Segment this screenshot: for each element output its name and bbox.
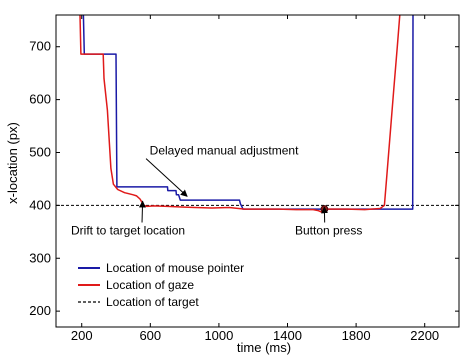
annotations-layer: Delayed manual adjustment Drift to target… bbox=[71, 144, 362, 238]
series-layer bbox=[56, 15, 459, 213]
plot-background bbox=[56, 15, 459, 327]
x-tick-label: 1400 bbox=[273, 328, 302, 343]
legend-item-gaze: Location of gaze bbox=[106, 278, 194, 292]
plot-frame bbox=[55, 14, 460, 328]
plot-area bbox=[56, 15, 459, 327]
x-tick-label: 600 bbox=[139, 328, 161, 343]
y-axis-title: x-location (px) bbox=[5, 122, 20, 204]
y-tick-label: 300 bbox=[29, 250, 51, 265]
legend-item-mouse-pointer: Location of mouse pointer bbox=[106, 261, 244, 275]
x-tick-label: 1800 bbox=[342, 328, 371, 343]
legend-item-target: Location of target bbox=[106, 295, 199, 309]
ticks-layer: 200 600 1000 1400 1800 2200 200 300 400 500 600 700 bbox=[29, 15, 459, 343]
legend: Location of mouse pointer Location of gaz… bbox=[78, 261, 244, 309]
annotation-button-press: Button press bbox=[295, 223, 362, 237]
series-line-mouse-pointer bbox=[82, 15, 414, 210]
x-tick-label: 1000 bbox=[204, 328, 233, 343]
y-tick-label: 500 bbox=[29, 144, 51, 159]
annotation-drift-to-target: Drift to target location bbox=[71, 223, 185, 237]
y-tick-label: 700 bbox=[29, 39, 51, 54]
frame-layer bbox=[55, 14, 460, 328]
y-tick-label: 400 bbox=[29, 197, 51, 212]
annotation-delayed-manual-adjustment-arrow bbox=[145, 158, 188, 197]
annotation-drift-to-target-arrow bbox=[138, 200, 146, 223]
y-tick-label: 200 bbox=[29, 303, 51, 318]
x-tick-label: 2200 bbox=[410, 328, 439, 343]
x-tick-label: 200 bbox=[71, 328, 93, 343]
annotation-delayed-manual-adjustment: Delayed manual adjustment bbox=[150, 144, 299, 158]
series-line-gaze bbox=[79, 15, 401, 213]
y-tick-label: 600 bbox=[29, 92, 51, 107]
x-axis-title: time (ms) bbox=[237, 340, 291, 355]
